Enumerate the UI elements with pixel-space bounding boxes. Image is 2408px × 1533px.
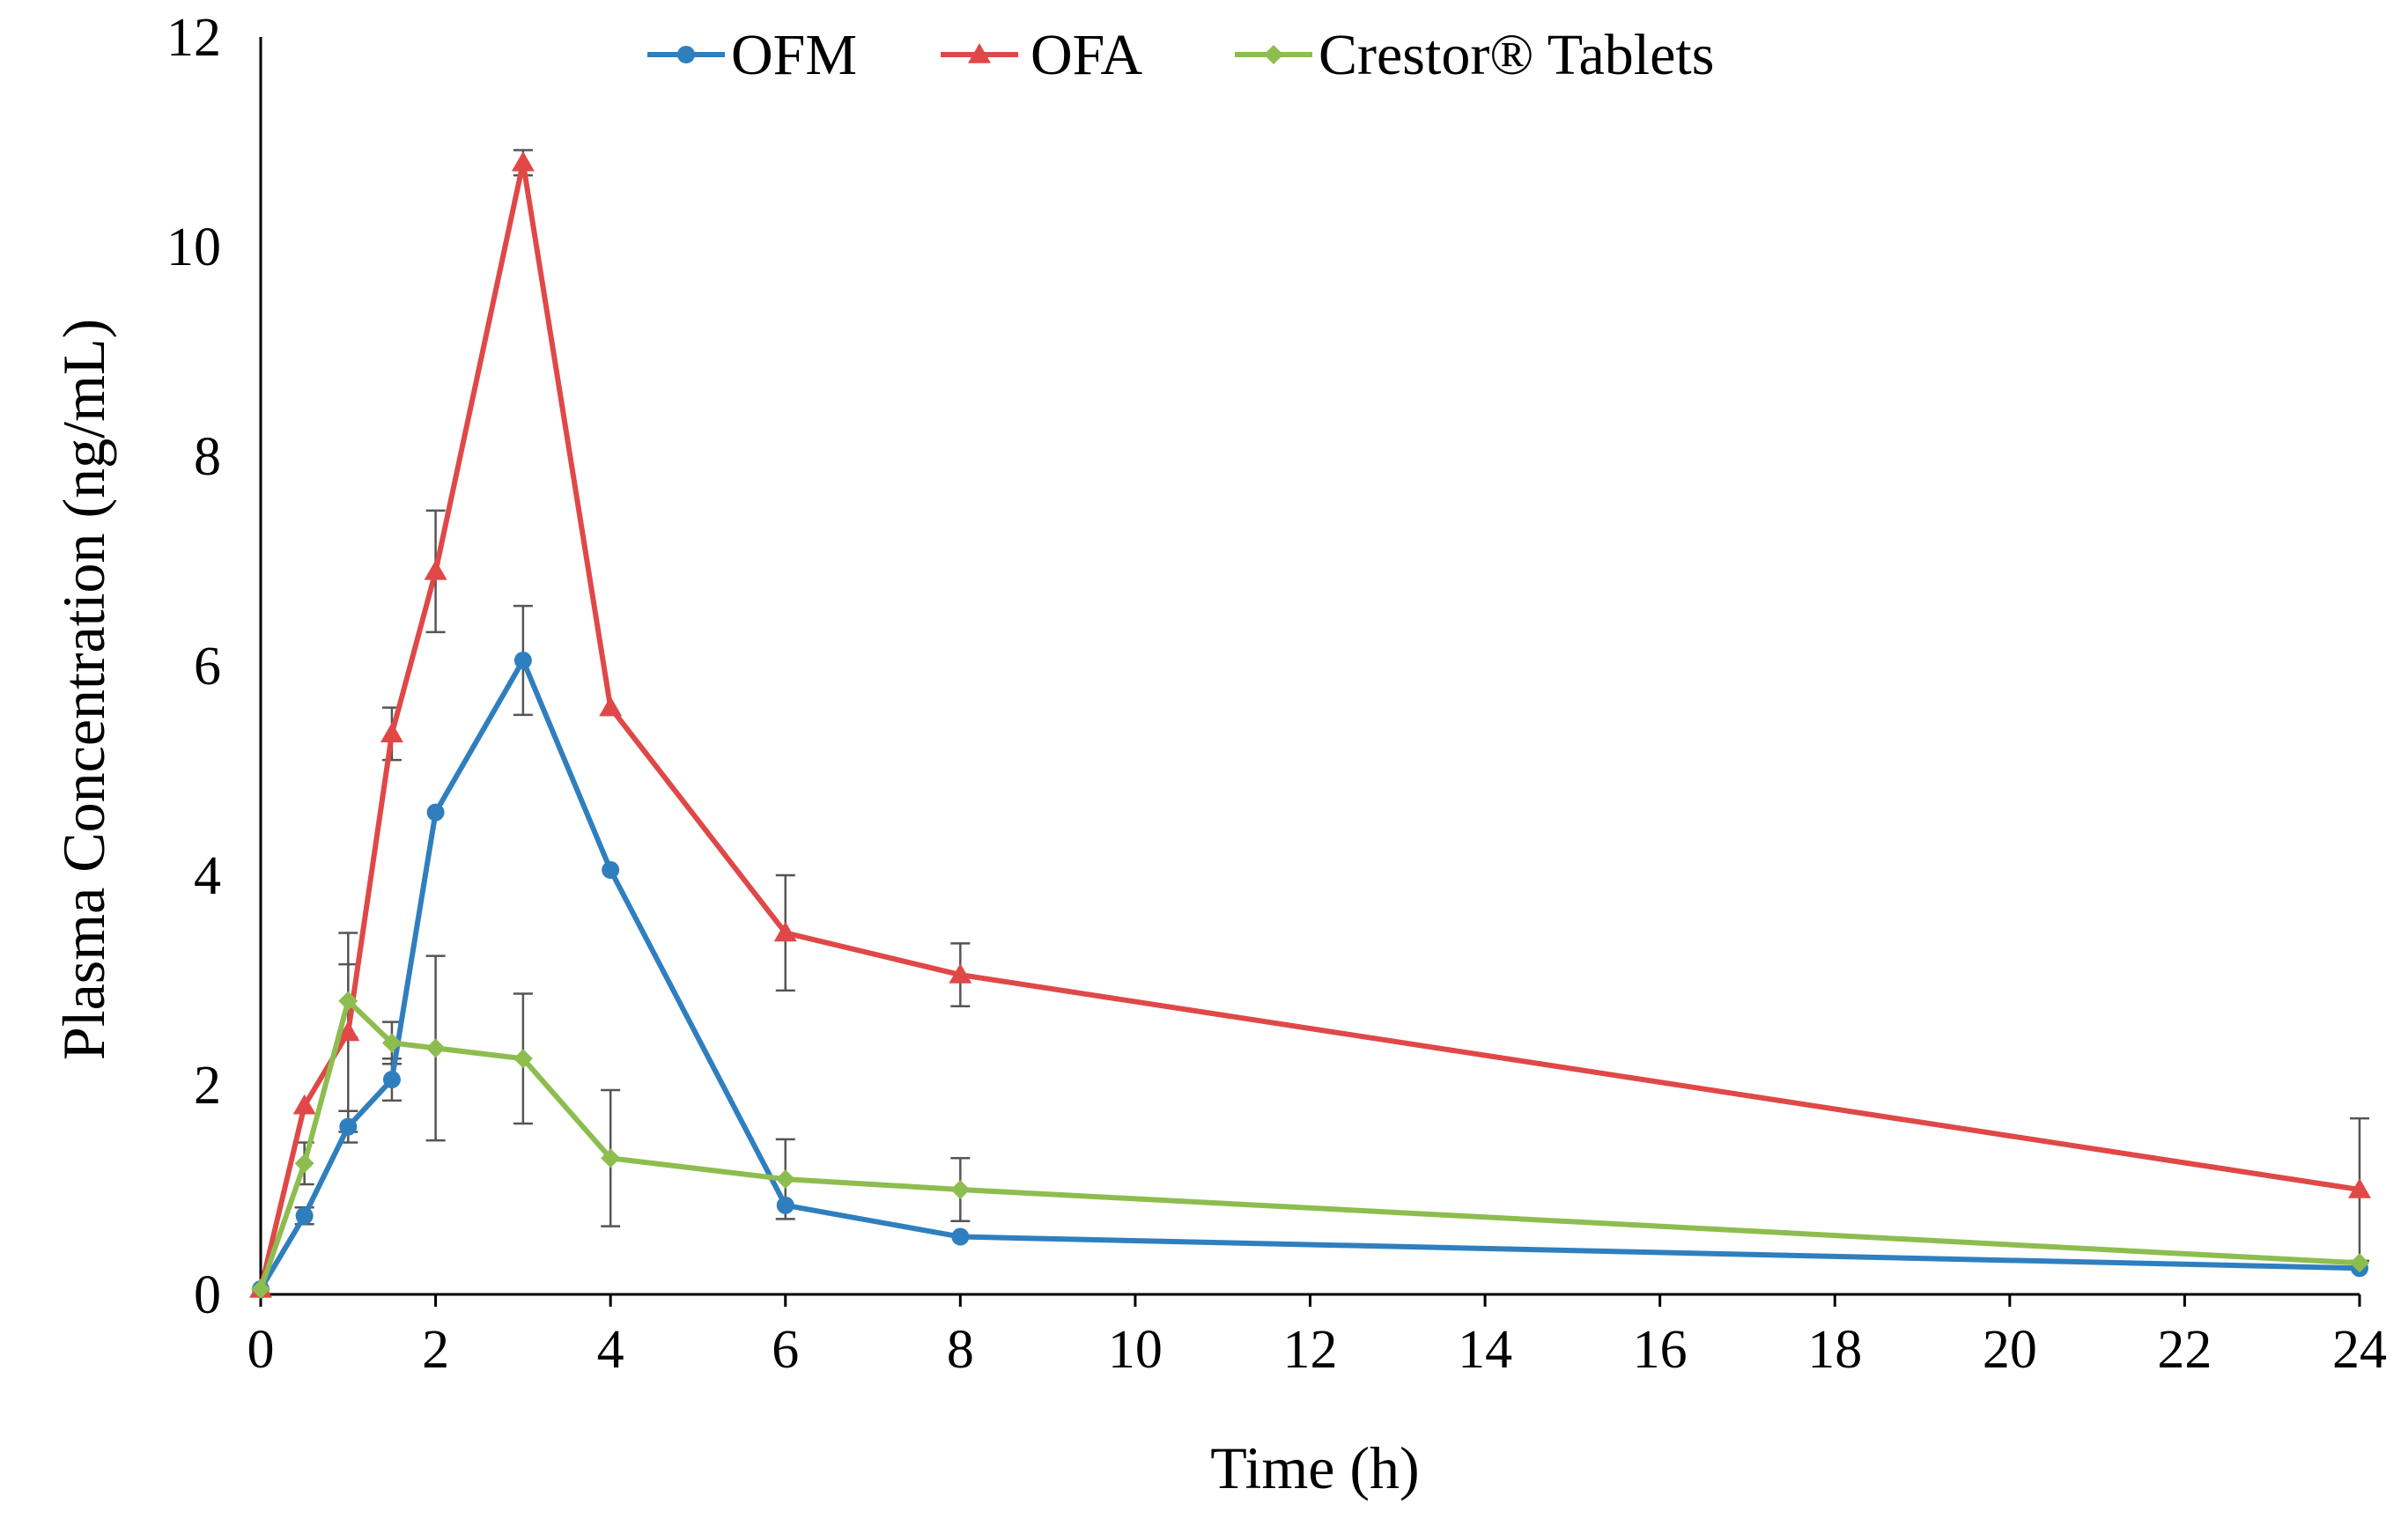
data-point [380, 722, 403, 743]
data-point [950, 1180, 971, 1199]
axes [259, 37, 2360, 1296]
legend-entry-0: OFM [647, 23, 857, 87]
y-tick-label: 6 [194, 637, 221, 696]
series-line [258, 998, 2360, 1291]
legend-swatch-marker [1264, 45, 1283, 64]
x-axis-ticks: 0 2 4 6 8 10 12 14 16 18 20 22 24 [247, 1294, 2387, 1380]
data-point [599, 696, 623, 717]
data-point [513, 652, 532, 670]
y-tick-label: 10 [166, 217, 221, 277]
data-point [251, 1279, 270, 1300]
data-point [381, 1033, 402, 1053]
data-point [951, 1227, 970, 1246]
data-point [513, 1049, 533, 1069]
y-tick-label: 4 [194, 846, 221, 906]
legend-label: Crestor® Tablets [1318, 23, 1714, 87]
series-2 [251, 991, 2369, 1300]
data-point [2348, 1178, 2371, 1198]
data-point [601, 1148, 621, 1168]
x-tick-label: 0 [247, 1320, 275, 1380]
legend: OFM OFA Crestor® Tablets [647, 23, 1714, 87]
data-point [2350, 1253, 2369, 1273]
y-tick-label: 12 [166, 8, 221, 68]
x-tick-label: 14 [1458, 1320, 1512, 1380]
legend-label: OFM [731, 23, 857, 87]
x-tick-label: 12 [1283, 1320, 1338, 1380]
data-point [426, 803, 445, 822]
legend-swatch-marker [968, 43, 991, 63]
x-axis-title: Time (h) [1210, 1434, 1419, 1501]
data-point [511, 151, 535, 172]
data-point [336, 1021, 360, 1042]
y-axis-title: Plasma Concentration (ng/mL) [50, 319, 117, 1060]
data-point [425, 1038, 446, 1058]
legend-swatch-marker [677, 46, 695, 63]
y-tick-label: 0 [194, 1265, 221, 1325]
series-1 [249, 151, 2371, 1298]
x-tick-label: 2 [422, 1320, 449, 1380]
series-0 [252, 652, 2368, 1299]
legend-entry-2: Crestor® Tablets [1235, 23, 1714, 87]
data-point [338, 991, 358, 1011]
x-tick-label: 6 [772, 1320, 799, 1380]
x-tick-label: 4 [597, 1320, 624, 1380]
data-point [602, 861, 620, 880]
x-tick-label: 18 [1807, 1320, 1862, 1380]
x-tick-label: 16 [1633, 1320, 1688, 1380]
y-axis-ticks: 0 2 4 6 8 10 12 [166, 8, 221, 1325]
series-line [258, 658, 2360, 1291]
data-point [775, 1169, 795, 1190]
x-tick-label: 10 [1108, 1320, 1163, 1380]
error-bars-0 [294, 604, 533, 1226]
series-layer [249, 149, 2371, 1300]
y-tick-label: 8 [194, 427, 221, 487]
data-point [382, 1071, 401, 1089]
x-tick-label: 20 [1983, 1320, 2037, 1380]
data-point [776, 1196, 794, 1214]
x-tick-label: 8 [947, 1320, 974, 1380]
error-bars-1 [338, 149, 2369, 1263]
x-tick-label: 24 [2332, 1320, 2387, 1380]
data-point [949, 963, 972, 984]
legend-label: OFA [1030, 23, 1142, 87]
data-point [292, 1094, 316, 1115]
y-tick-label: 2 [194, 1056, 221, 1116]
data-point [424, 559, 447, 580]
legend-entry-1: OFA [941, 23, 1142, 87]
x-tick-label: 22 [2157, 1320, 2212, 1380]
data-point [295, 1206, 314, 1225]
data-point [773, 921, 797, 942]
data-point [294, 1153, 314, 1174]
series-line [258, 159, 2360, 1290]
data-point [339, 1117, 358, 1136]
